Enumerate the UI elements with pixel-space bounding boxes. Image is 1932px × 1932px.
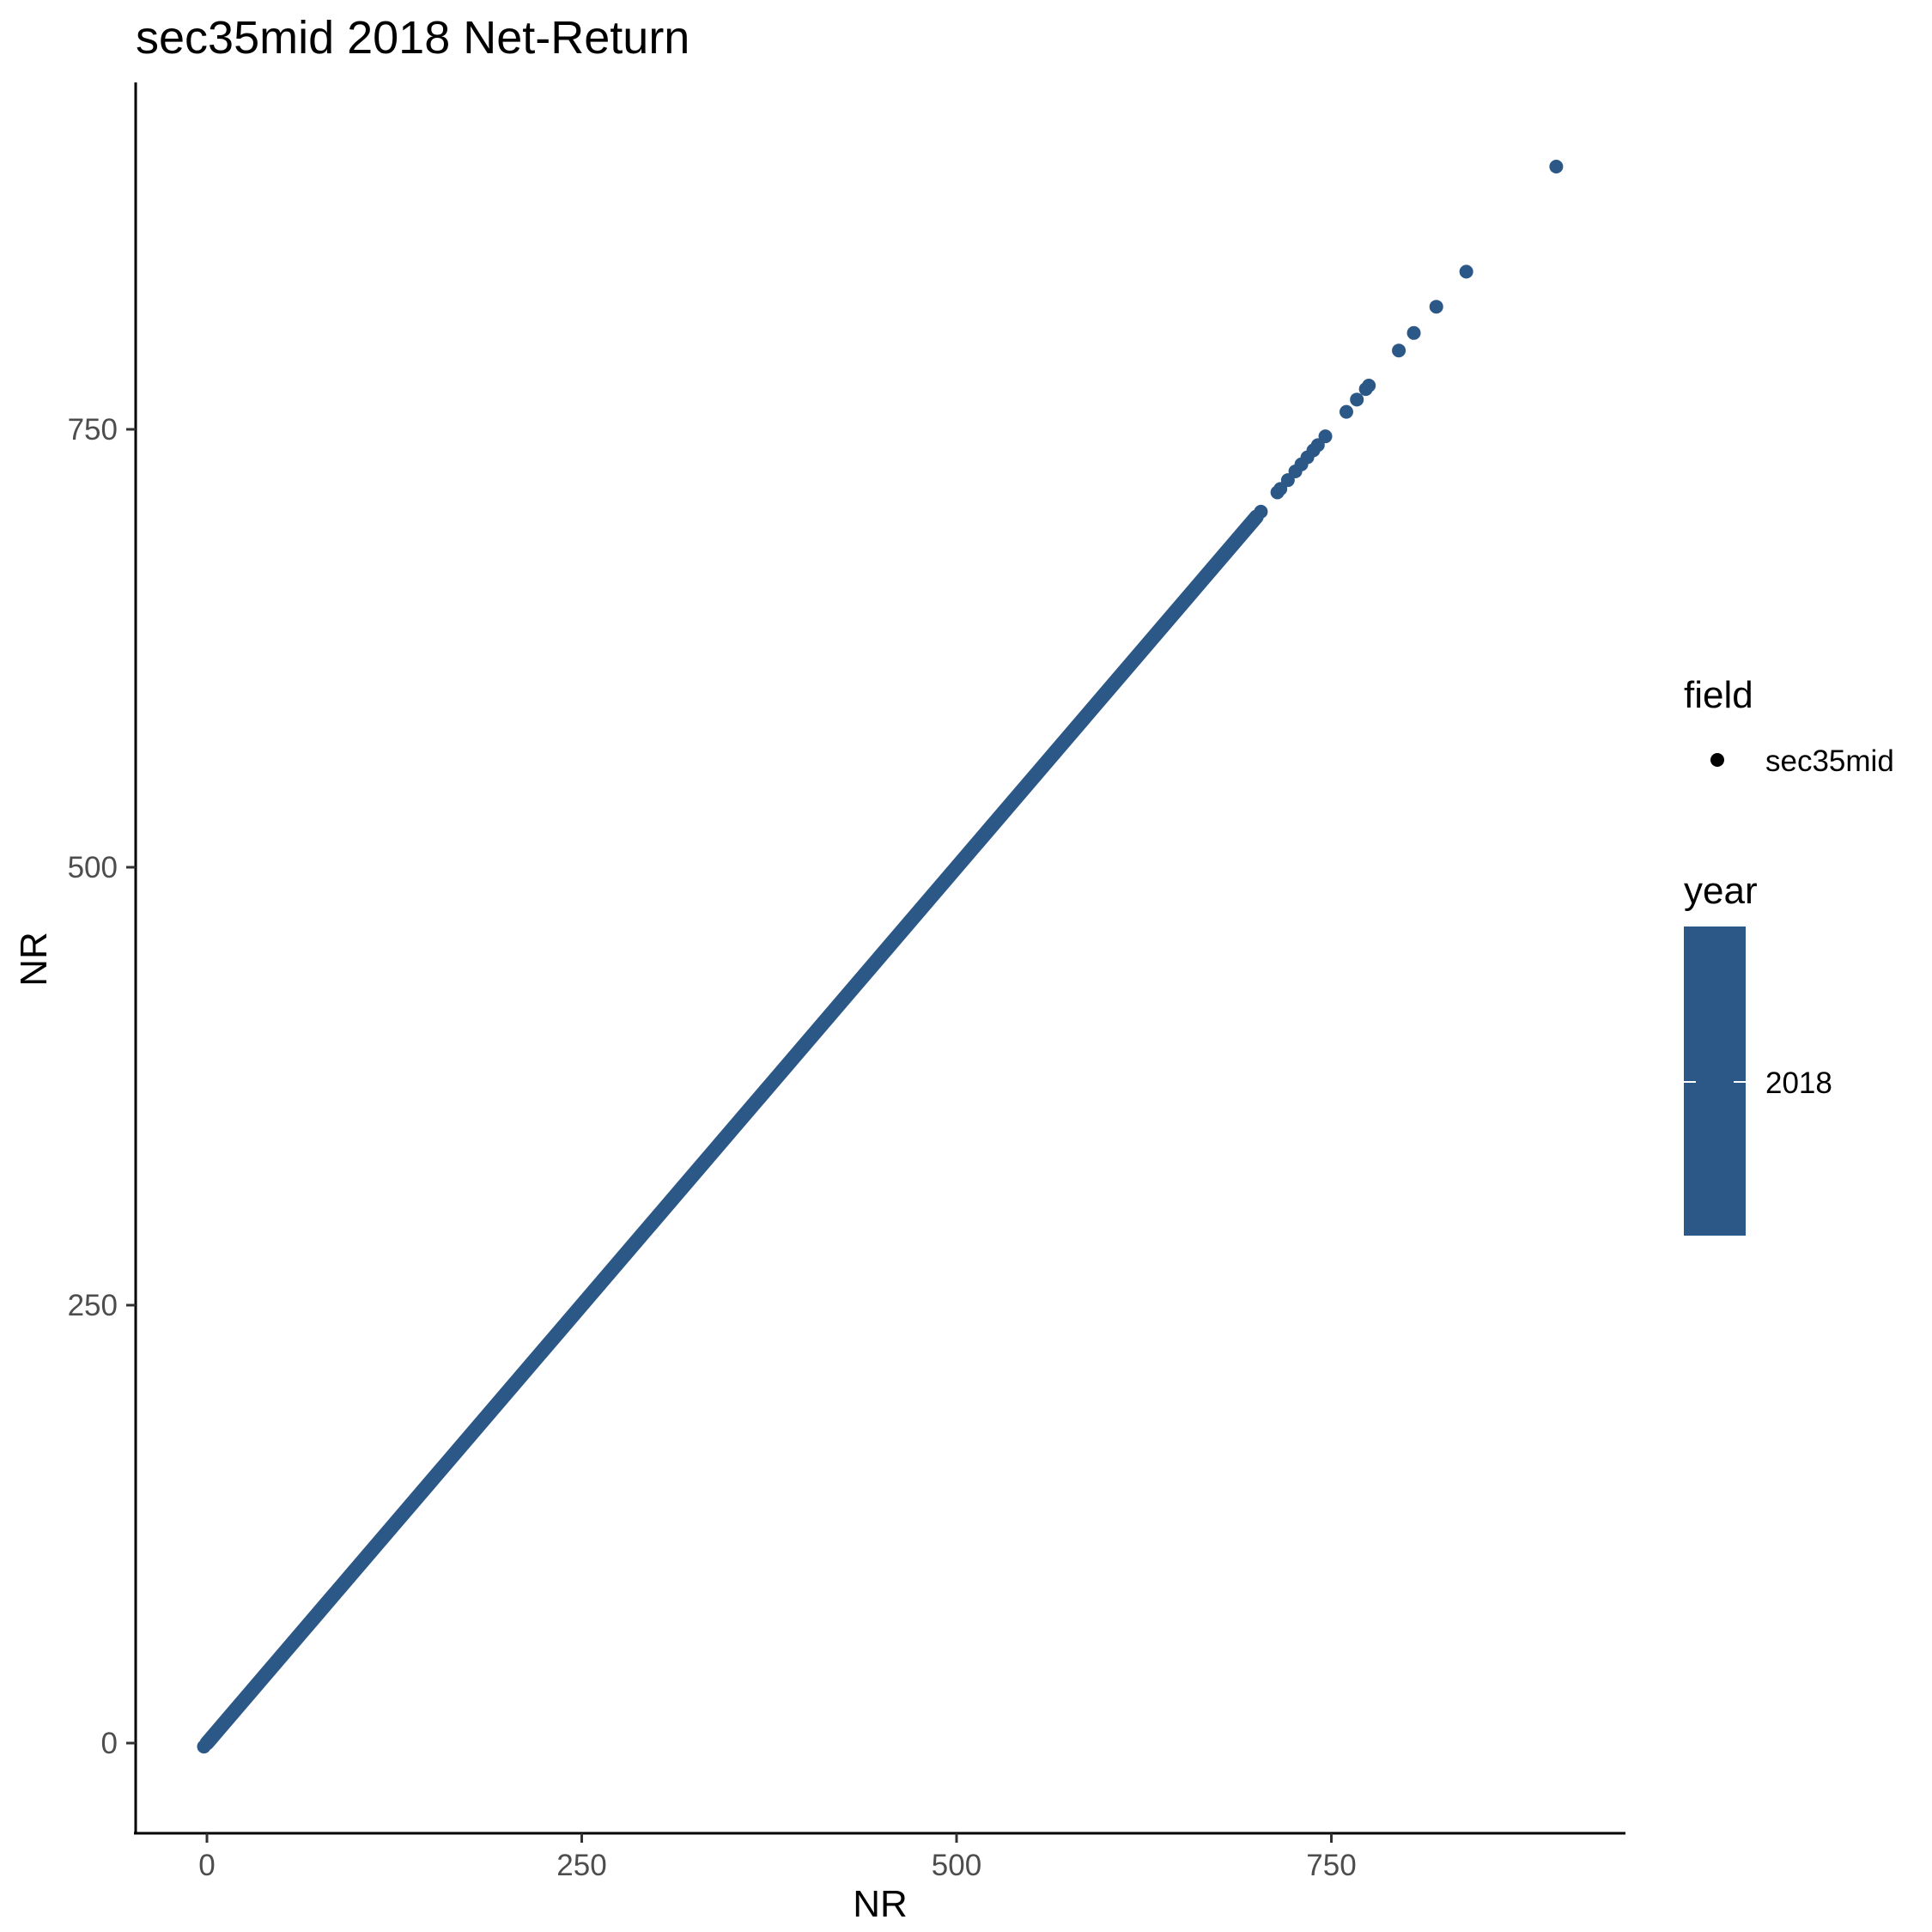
- legend-field-key: [1710, 753, 1724, 767]
- x-tick-label: 250: [556, 1849, 606, 1882]
- dense-point-band: [199, 509, 1264, 1751]
- y-tick-label: 750: [68, 413, 118, 447]
- y-tick-label: 500: [68, 851, 118, 884]
- x-tick-label: 500: [932, 1849, 981, 1882]
- legend-field-title: field: [1684, 674, 1753, 716]
- data-point: [1254, 504, 1268, 519]
- data-point: [1406, 325, 1421, 340]
- y-axis-ticks: 0 250 500 750: [68, 413, 136, 1760]
- y-axis-title: NR: [13, 932, 55, 987]
- x-tick-label: 750: [1306, 1849, 1356, 1882]
- data-points: [197, 160, 1564, 1754]
- data-point: [1339, 404, 1353, 419]
- x-axis-ticks: 0 250 500 750: [198, 1833, 1357, 1882]
- data-point: [1429, 300, 1443, 314]
- y-tick-label: 0: [101, 1727, 118, 1760]
- y-tick-label: 250: [68, 1289, 118, 1322]
- data-point: [1459, 264, 1473, 279]
- data-point: [200, 1736, 214, 1750]
- data-point: [1318, 429, 1333, 444]
- legend: field sec35mid year 2018: [1684, 674, 1894, 1236]
- data-point: [1362, 379, 1376, 392]
- data-point: [1392, 343, 1406, 358]
- chart-title: sec35mid 2018 Net-Return: [136, 12, 690, 64]
- data-point: [1350, 392, 1364, 407]
- data-point: [245, 1683, 259, 1698]
- x-tick-label: 0: [198, 1849, 215, 1882]
- x-axis-title: NR: [853, 1883, 908, 1925]
- legend-field-label: sec35mid: [1765, 744, 1894, 778]
- legend-year-label: 2018: [1765, 1066, 1832, 1100]
- data-point: [1549, 160, 1564, 173]
- legend-year-title: year: [1684, 870, 1758, 912]
